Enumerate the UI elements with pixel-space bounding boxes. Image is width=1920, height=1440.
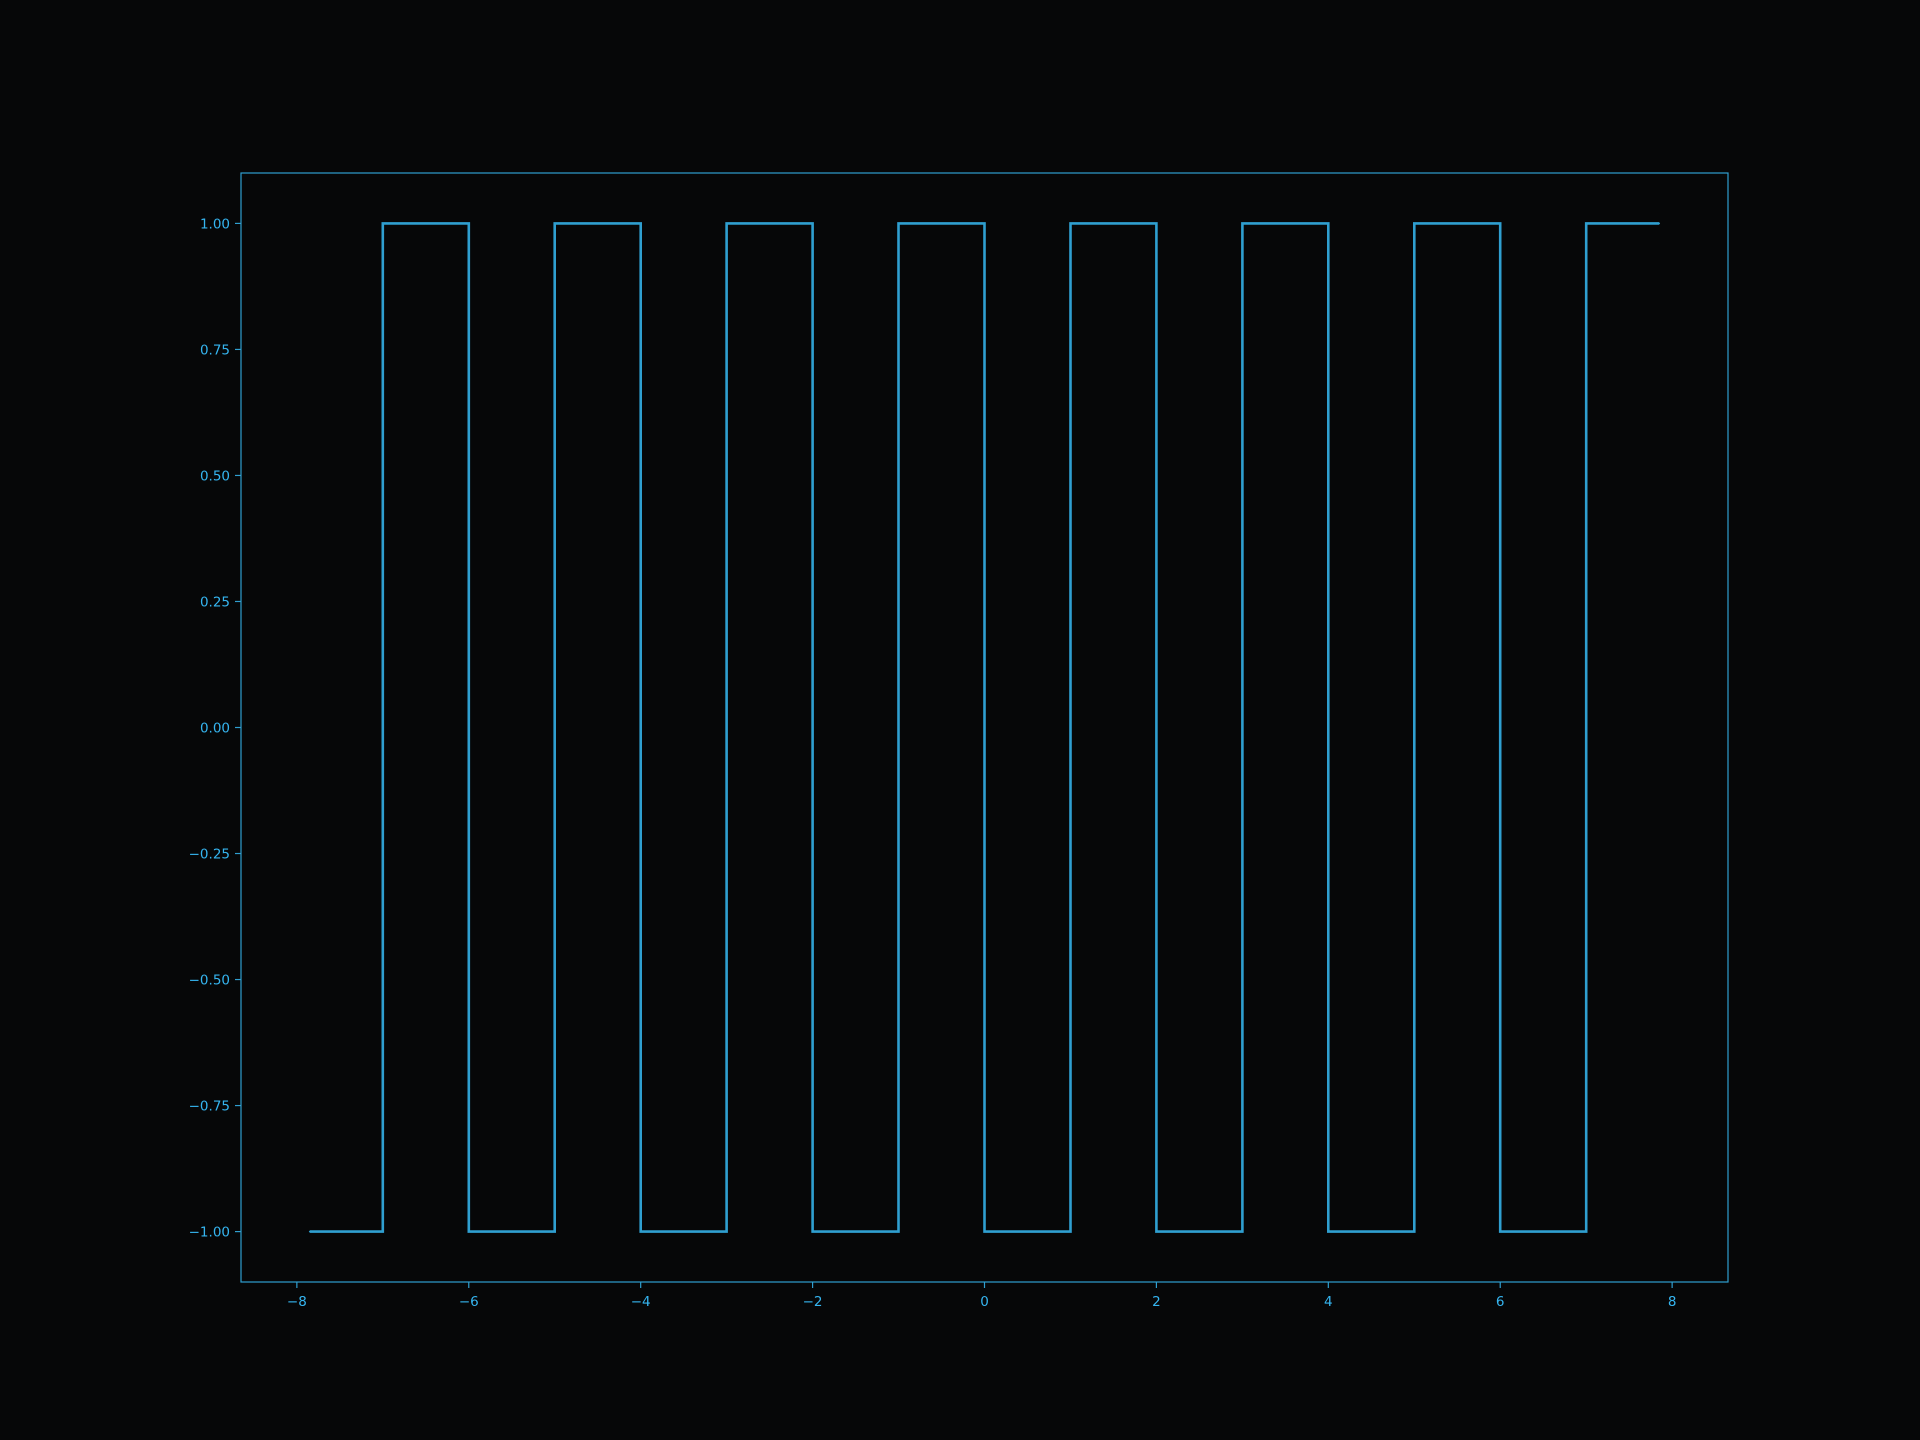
data-point: [639, 222, 642, 225]
data-point: [1069, 222, 1072, 225]
x-tick-label: −2: [803, 1294, 823, 1310]
x-axis: −8 −6 −4 −2 0 2 4 6 8: [287, 1282, 1677, 1310]
data-point: [382, 1230, 384, 1233]
data-point: [467, 222, 470, 225]
data-point: [1413, 222, 1416, 225]
data-point: [1499, 222, 1502, 225]
data-point: [639, 1230, 642, 1233]
x-tick-label: 8: [1668, 1294, 1677, 1310]
data-point: [1499, 1230, 1502, 1233]
data-point: [811, 222, 814, 225]
y-axis: 1.00 0.75 0.50 0.25 0.00 −0.25 −0.50 −0.75 −1.00: [189, 216, 241, 1241]
y-tick-label: 0.00: [200, 721, 230, 737]
data-point: [1069, 1230, 1072, 1233]
series-layer: [308, 222, 1661, 1233]
x-tick-label: 6: [1496, 1294, 1505, 1310]
data-point: [553, 1230, 556, 1233]
x-tick-label: −8: [287, 1294, 307, 1310]
data-point: [467, 1230, 470, 1233]
data-point: [1241, 222, 1244, 225]
y-tick-label: 0.25: [200, 594, 230, 610]
data-point: [725, 1230, 728, 1233]
data-point: [983, 222, 986, 225]
data-point: [811, 1230, 814, 1233]
data-point: [1327, 1230, 1330, 1233]
y-tick-label: −0.25: [189, 847, 230, 863]
data-point: [1413, 1230, 1416, 1233]
data-point: [983, 1230, 986, 1233]
y-tick-label: 0.50: [200, 468, 230, 484]
data-point: [1241, 1230, 1244, 1233]
data-point: [897, 1230, 900, 1233]
x-tick-label: 4: [1324, 1294, 1333, 1310]
x-tick-label: −6: [459, 1294, 479, 1310]
y-tick-label: −0.50: [189, 973, 230, 989]
x-tick-label: 0: [980, 1294, 989, 1310]
square-wave-line: [309, 222, 1660, 1233]
data-point: [1155, 1230, 1158, 1233]
data-point: [1585, 222, 1587, 225]
x-tick-label: −4: [631, 1294, 651, 1310]
data-point: [382, 222, 384, 225]
x-tick-label: 2: [1152, 1294, 1161, 1310]
data-point: [308, 1230, 311, 1233]
data-point: [725, 222, 728, 225]
y-tick-label: −1.00: [189, 1225, 230, 1241]
data-point: [1327, 222, 1330, 225]
data-point: [1658, 222, 1661, 225]
data-point: [1155, 222, 1158, 225]
y-tick-label: 1.00: [200, 216, 230, 232]
data-point: [1585, 1230, 1587, 1233]
data-point: [897, 222, 900, 225]
y-tick-label: 0.75: [200, 342, 230, 358]
y-tick-label: −0.75: [189, 1099, 230, 1115]
data-point: [553, 222, 556, 225]
